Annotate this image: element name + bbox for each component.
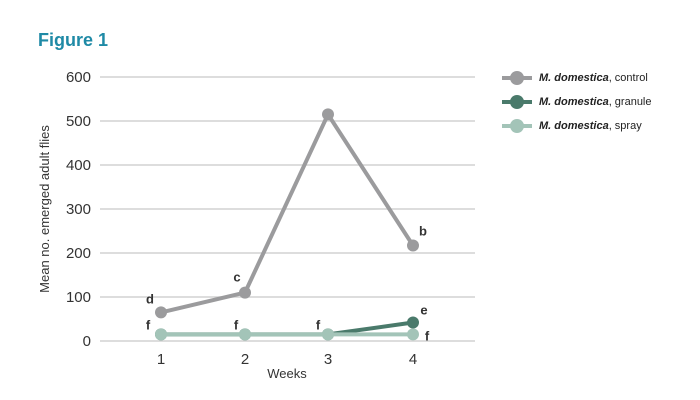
- y-tick-label: 300: [66, 201, 91, 218]
- legend-item-spray: M. domestica, spray: [502, 114, 652, 138]
- data-point: [239, 286, 251, 299]
- x-axis-ticks: 1 2 3 4: [157, 351, 417, 368]
- legend-label-spray: M. domestica, spray: [539, 120, 642, 132]
- y-tick-label: 0: [83, 333, 91, 350]
- legend: M. domestica, control M. domestica, gran…: [502, 66, 652, 138]
- significance-letter: d: [146, 291, 154, 306]
- data-point: [155, 306, 167, 319]
- x-axis-title: Weeks: [267, 366, 307, 381]
- grid-lines: [100, 76, 475, 342]
- legend-label-granule: M. domestica, granule: [539, 96, 652, 108]
- legend-item-granule: M. domestica, granule: [502, 90, 652, 114]
- data-point: [322, 328, 334, 341]
- data-point: [155, 328, 167, 341]
- significance-letter: f: [316, 317, 321, 332]
- significance-letter: e: [420, 303, 427, 318]
- series-layer: [155, 108, 419, 341]
- legend-item-control: M. domestica, control: [502, 66, 652, 90]
- y-tick-label: 500: [66, 113, 91, 130]
- x-tick-label: 1: [157, 351, 165, 368]
- x-tick-label: 4: [409, 351, 417, 368]
- series-line: [160, 112, 415, 315]
- significance-letter: b: [419, 224, 427, 239]
- data-point: [239, 328, 251, 341]
- legend-swatch-spray: [502, 119, 532, 133]
- data-point: [407, 328, 419, 341]
- legend-swatch-control: [502, 71, 532, 85]
- x-tick-label: 3: [324, 351, 332, 368]
- significance-letter: f: [234, 317, 239, 332]
- significance-letter: f: [425, 328, 430, 343]
- data-point: [407, 316, 419, 329]
- x-tick-label: 2: [241, 351, 249, 368]
- data-point: [322, 108, 334, 121]
- legend-label-control: M. domestica, control: [539, 72, 648, 84]
- y-axis-ticks: 0 100 200 300 400 500 600: [66, 69, 91, 350]
- y-tick-label: 200: [66, 245, 91, 262]
- significance-letter: c: [233, 270, 240, 285]
- y-tick-label: 600: [66, 69, 91, 86]
- legend-swatch-granule: [502, 95, 532, 109]
- data-point: [407, 239, 419, 252]
- y-axis-title: Mean no. emerged adult flies: [37, 125, 52, 293]
- significance-letter: f: [146, 317, 151, 332]
- y-tick-label: 100: [66, 289, 91, 306]
- figure-title: Figure 1: [38, 30, 109, 50]
- y-tick-label: 400: [66, 157, 91, 174]
